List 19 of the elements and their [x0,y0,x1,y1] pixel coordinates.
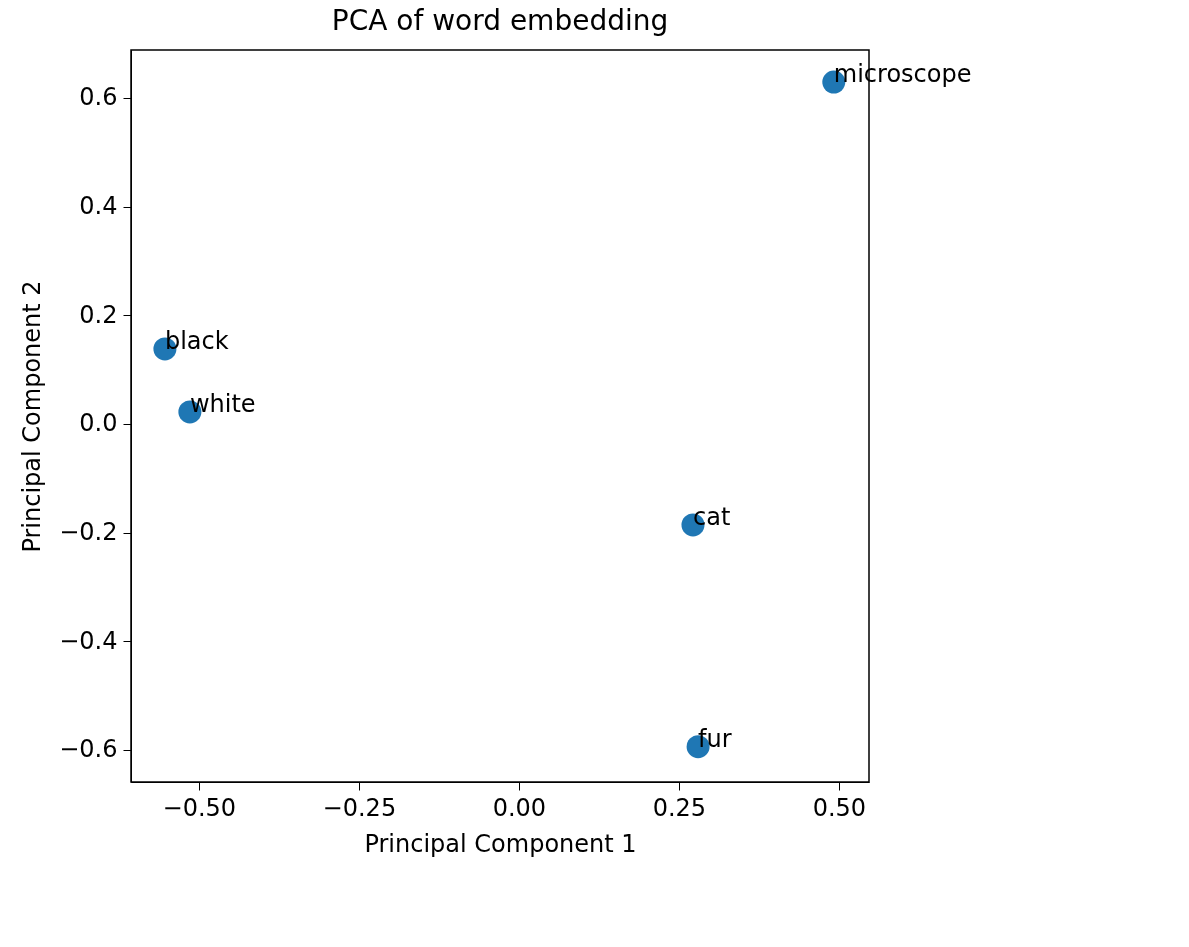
x-tick-label: −0.25 [322,793,397,822]
y-tick-label: −0.6 [59,735,118,764]
annotation: fur [698,724,732,753]
y-axis-title: Principal Component 2 [18,280,47,553]
chart-title: PCA of word embedding [331,4,669,37]
y-tick-label: 0.0 [79,409,118,438]
y-tick-label: −0.2 [59,518,118,547]
x-tick-label: 0.25 [652,793,707,822]
y-tick-label: 0.6 [79,83,118,112]
annotation: cat [692,502,731,531]
y-tick-label: 0.2 [79,300,118,329]
x-tick-label: 0.00 [492,793,547,822]
y-tick-label: −0.4 [59,626,118,655]
y-tick-label: 0.4 [79,192,118,221]
x-axis-title: Principal Component 1 [364,829,637,858]
annotation: white [189,389,256,418]
x-tick-label: 0.50 [812,793,867,822]
annotation: black [164,326,229,355]
x-tick-label: −0.50 [162,793,237,822]
